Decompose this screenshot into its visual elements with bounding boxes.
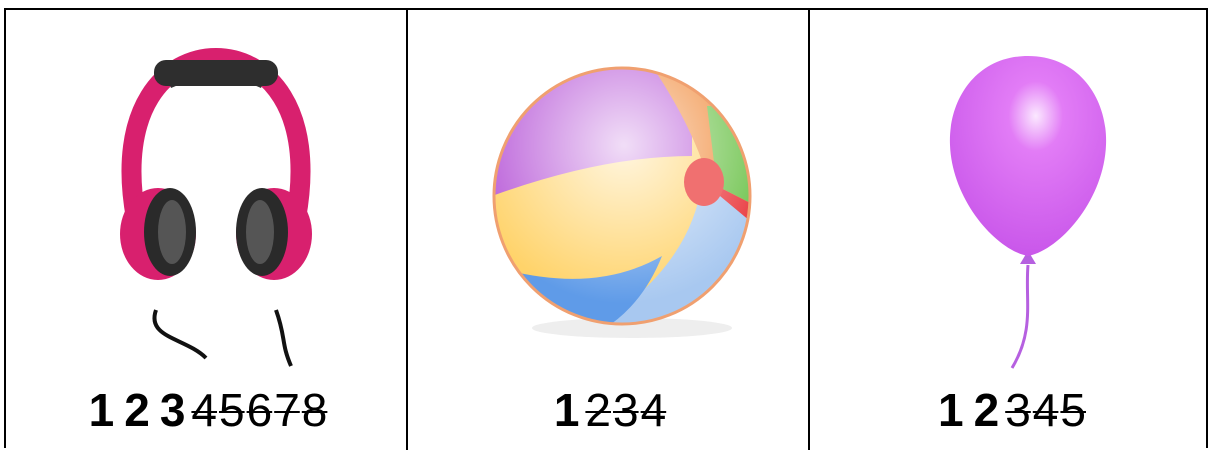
kept-number: 1	[554, 384, 580, 436]
kept-number: 2	[124, 384, 150, 436]
headphones-image	[96, 48, 336, 368]
balloon-image	[940, 50, 1110, 370]
crossed-number: 8	[302, 384, 328, 436]
page: {"cells": [ {"kept": [1, 2, 3], "crossed…	[0, 0, 1212, 440]
crossed-number: 3	[1005, 384, 1031, 436]
crossed-number: 4	[641, 384, 667, 436]
crossed-number: 6	[247, 384, 273, 436]
kept-number: 3	[160, 384, 186, 436]
crossed-number: 4	[1033, 384, 1059, 436]
crossed-number: 5	[219, 384, 245, 436]
crossed-number: 7	[274, 384, 300, 436]
crossed-number: 2	[585, 384, 611, 436]
crossed-number: 4	[191, 384, 217, 436]
crossed-number: 3	[613, 384, 639, 436]
kept-number: 1	[938, 384, 964, 436]
kept-number: 1	[89, 384, 115, 436]
crossed-number: 5	[1060, 384, 1086, 436]
beach-ball-image	[492, 66, 756, 342]
kept-number: 2	[974, 384, 1000, 436]
